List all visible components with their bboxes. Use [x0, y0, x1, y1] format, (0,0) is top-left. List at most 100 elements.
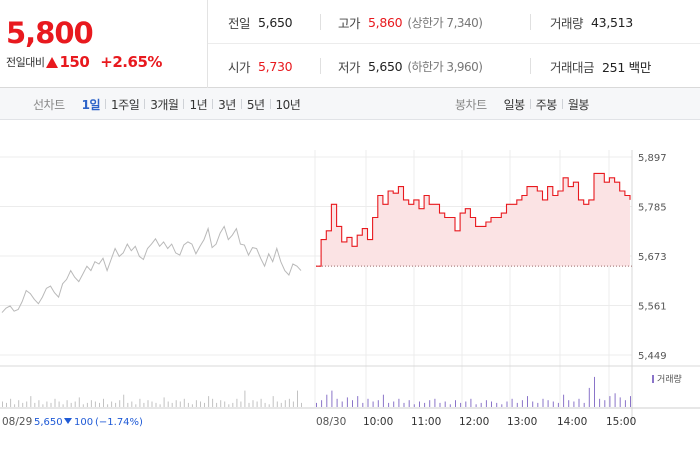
- x-tick-time: 14:00: [557, 416, 587, 428]
- tab-separator: [212, 99, 214, 109]
- stat-volume: 거래량 43,513: [550, 0, 633, 44]
- volume-bar: [609, 396, 611, 407]
- chart-period-tabs: 선차트 1일 1주일 3개월 1년 3년 5년 10년 봉차트 일봉 주봉 월봉: [0, 88, 700, 120]
- volume-bar: [619, 397, 621, 407]
- volume-bar: [54, 398, 56, 407]
- volume-bar: [336, 398, 338, 407]
- volume-bar: [30, 396, 32, 407]
- volume-bar: [326, 394, 328, 407]
- volume-bar: [491, 401, 492, 407]
- volume-bar: [346, 397, 348, 407]
- prev-day-info: 5,650 100 (−1.74%): [34, 417, 143, 428]
- volume-bar: [42, 404, 44, 407]
- volume-bar: [171, 402, 173, 407]
- volume-bar: [496, 402, 498, 407]
- volume-bar: [244, 390, 246, 407]
- tab-separator: [105, 99, 107, 109]
- volume-bar: [179, 401, 181, 407]
- x-tick-time: 11:00: [411, 416, 441, 428]
- volume-bar: [377, 400, 379, 407]
- x-tick-time: 15:00: [606, 416, 636, 428]
- volume-bar: [552, 401, 554, 407]
- volume-bar: [630, 396, 631, 407]
- tab-monthly-candle[interactable]: 월봉: [567, 97, 590, 112]
- volume-bar: [115, 402, 117, 407]
- volume-bar: [99, 402, 100, 407]
- volume-bar: [58, 401, 60, 407]
- tab-10year[interactable]: 10년: [275, 97, 301, 112]
- volume-bar: [583, 402, 585, 407]
- tab-1day[interactable]: 1일: [81, 97, 101, 112]
- tab-3year[interactable]: 3년: [218, 97, 236, 112]
- volume-bar: [398, 398, 400, 407]
- volume-bar: [248, 402, 250, 407]
- volume-bar: [147, 400, 149, 407]
- y-tick-label: 5,673: [638, 252, 667, 263]
- stats-row-1: 전일 5,650 고가 5,860 (상한가 7,340) 거래량 43,513: [208, 0, 700, 44]
- prev-day-price-line: [1, 225, 302, 313]
- volume-bar: [90, 400, 92, 407]
- volume-bar: [163, 397, 165, 407]
- tab-1week[interactable]: 1주일: [111, 97, 140, 112]
- tab-separator: [144, 99, 146, 109]
- volume-bar: [127, 402, 129, 407]
- volume-bar: [220, 400, 222, 407]
- volume-bar: [212, 398, 214, 407]
- volume-bar: [594, 376, 595, 407]
- stat-high: 고가 5,860 (상한가 7,340): [338, 0, 483, 44]
- volume-bar: [614, 393, 616, 407]
- volume-bar: [228, 404, 230, 407]
- volume-bar: [578, 398, 580, 407]
- volume-bar: [167, 401, 169, 407]
- volume-bar: [434, 398, 436, 407]
- volume-bar: [94, 401, 96, 407]
- stat-label: 시가: [228, 59, 251, 75]
- volume-bar: [18, 400, 20, 407]
- volume-bar: [367, 398, 369, 407]
- y-axis-ticks: 5,897 5,785 5,673 5,561 5,449: [638, 153, 667, 362]
- volume-bar: [444, 401, 446, 407]
- volume-bar: [352, 400, 353, 407]
- volume-bar: [372, 401, 374, 407]
- volume-bar: [74, 401, 76, 407]
- stat-low: 저가 5,650 (하한가 3,960): [338, 44, 483, 88]
- volume-bar: [413, 404, 415, 407]
- stat-value: 5,650: [368, 58, 403, 74]
- stat-prev-close: 전일 5,650: [228, 0, 293, 44]
- stat-value: 251 백만: [602, 59, 652, 75]
- volume-bar: [424, 402, 426, 407]
- current-price-box: 5,800 전일대비 150 +2.65%: [0, 0, 208, 88]
- stat-trade-value: 거래대금 251 백만: [550, 44, 651, 88]
- volume-bar: [288, 398, 290, 407]
- volume-bar: [527, 396, 528, 407]
- candle-chart-title: 봉차트: [455, 97, 487, 112]
- volume-bar: [26, 401, 28, 407]
- volume-bar: [547, 400, 549, 407]
- volume-bar: [388, 402, 390, 407]
- divider: [320, 14, 321, 30]
- volume-bar: [236, 398, 238, 407]
- tab-1year[interactable]: 1년: [189, 97, 208, 112]
- volume-bars: 거래량: [2, 373, 682, 407]
- tab-weekly-candle[interactable]: 주봉: [535, 97, 558, 112]
- change-row: 전일대비 150 +2.65%: [6, 53, 162, 71]
- volume-bar: [301, 402, 302, 407]
- tab-3month[interactable]: 3개월: [150, 97, 179, 112]
- volume-bar: [38, 400, 40, 407]
- tab-daily-candle[interactable]: 일봉: [503, 97, 526, 112]
- today-area-fill: [316, 173, 630, 267]
- divider: [320, 58, 321, 74]
- tab-5year[interactable]: 5년: [246, 97, 265, 112]
- volume-bar: [276, 401, 278, 407]
- volume-bar: [216, 402, 218, 407]
- divider: [530, 58, 531, 74]
- intraday-chart: 5,897 5,785 5,673 5,561 5,449 거래량 08/29 08/30…: [0, 120, 700, 450]
- volume-bar: [70, 402, 72, 407]
- volume-bar: [475, 404, 477, 407]
- x-tick-time: 13:00: [507, 416, 537, 428]
- prev-day-close: 5,650: [34, 417, 63, 428]
- volume-bar: [480, 402, 482, 407]
- volume-bar: [2, 401, 3, 407]
- stat-value: 5,860: [368, 14, 403, 30]
- volume-bar: [292, 401, 294, 407]
